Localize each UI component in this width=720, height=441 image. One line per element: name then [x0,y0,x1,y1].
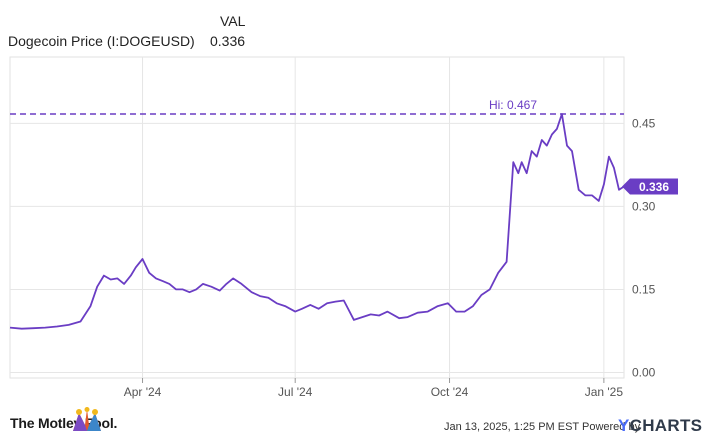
y-tick-label: 0.00 [632,365,656,379]
jester-hat-icon [73,407,101,431]
footer-timestamp: Jan 13, 2025, 1:25 PM EST Powered by [444,421,641,433]
x-tick-label: Jul '24 [278,385,313,399]
legend-series-name: Dogecoin Price (I:DOGEUSD) [8,33,195,49]
plot-frame [9,56,625,379]
legend-header: VAL [220,13,246,29]
last-value-label: 0.336 [639,180,669,194]
last-value-badge [622,178,678,195]
ycharts-logo-text: CHARTS [629,416,703,435]
x-tick-label: Oct '24 [431,385,469,399]
ycharts-logo-y: Y [618,416,630,435]
x-tick-label: Apr '24 [124,385,162,399]
y-tick-label: 0.30 [632,199,656,213]
y-tick-label: 0.45 [632,116,656,130]
x-tick-label: Jan '25 [585,385,624,399]
legend-series-value: 0.336 [210,33,246,49]
ycharts-logo: YCHARTS [618,416,702,436]
y-tick-label: 0.15 [632,282,656,296]
high-reference-label: Hi: 0.467 [489,98,537,112]
series-line [9,113,625,330]
